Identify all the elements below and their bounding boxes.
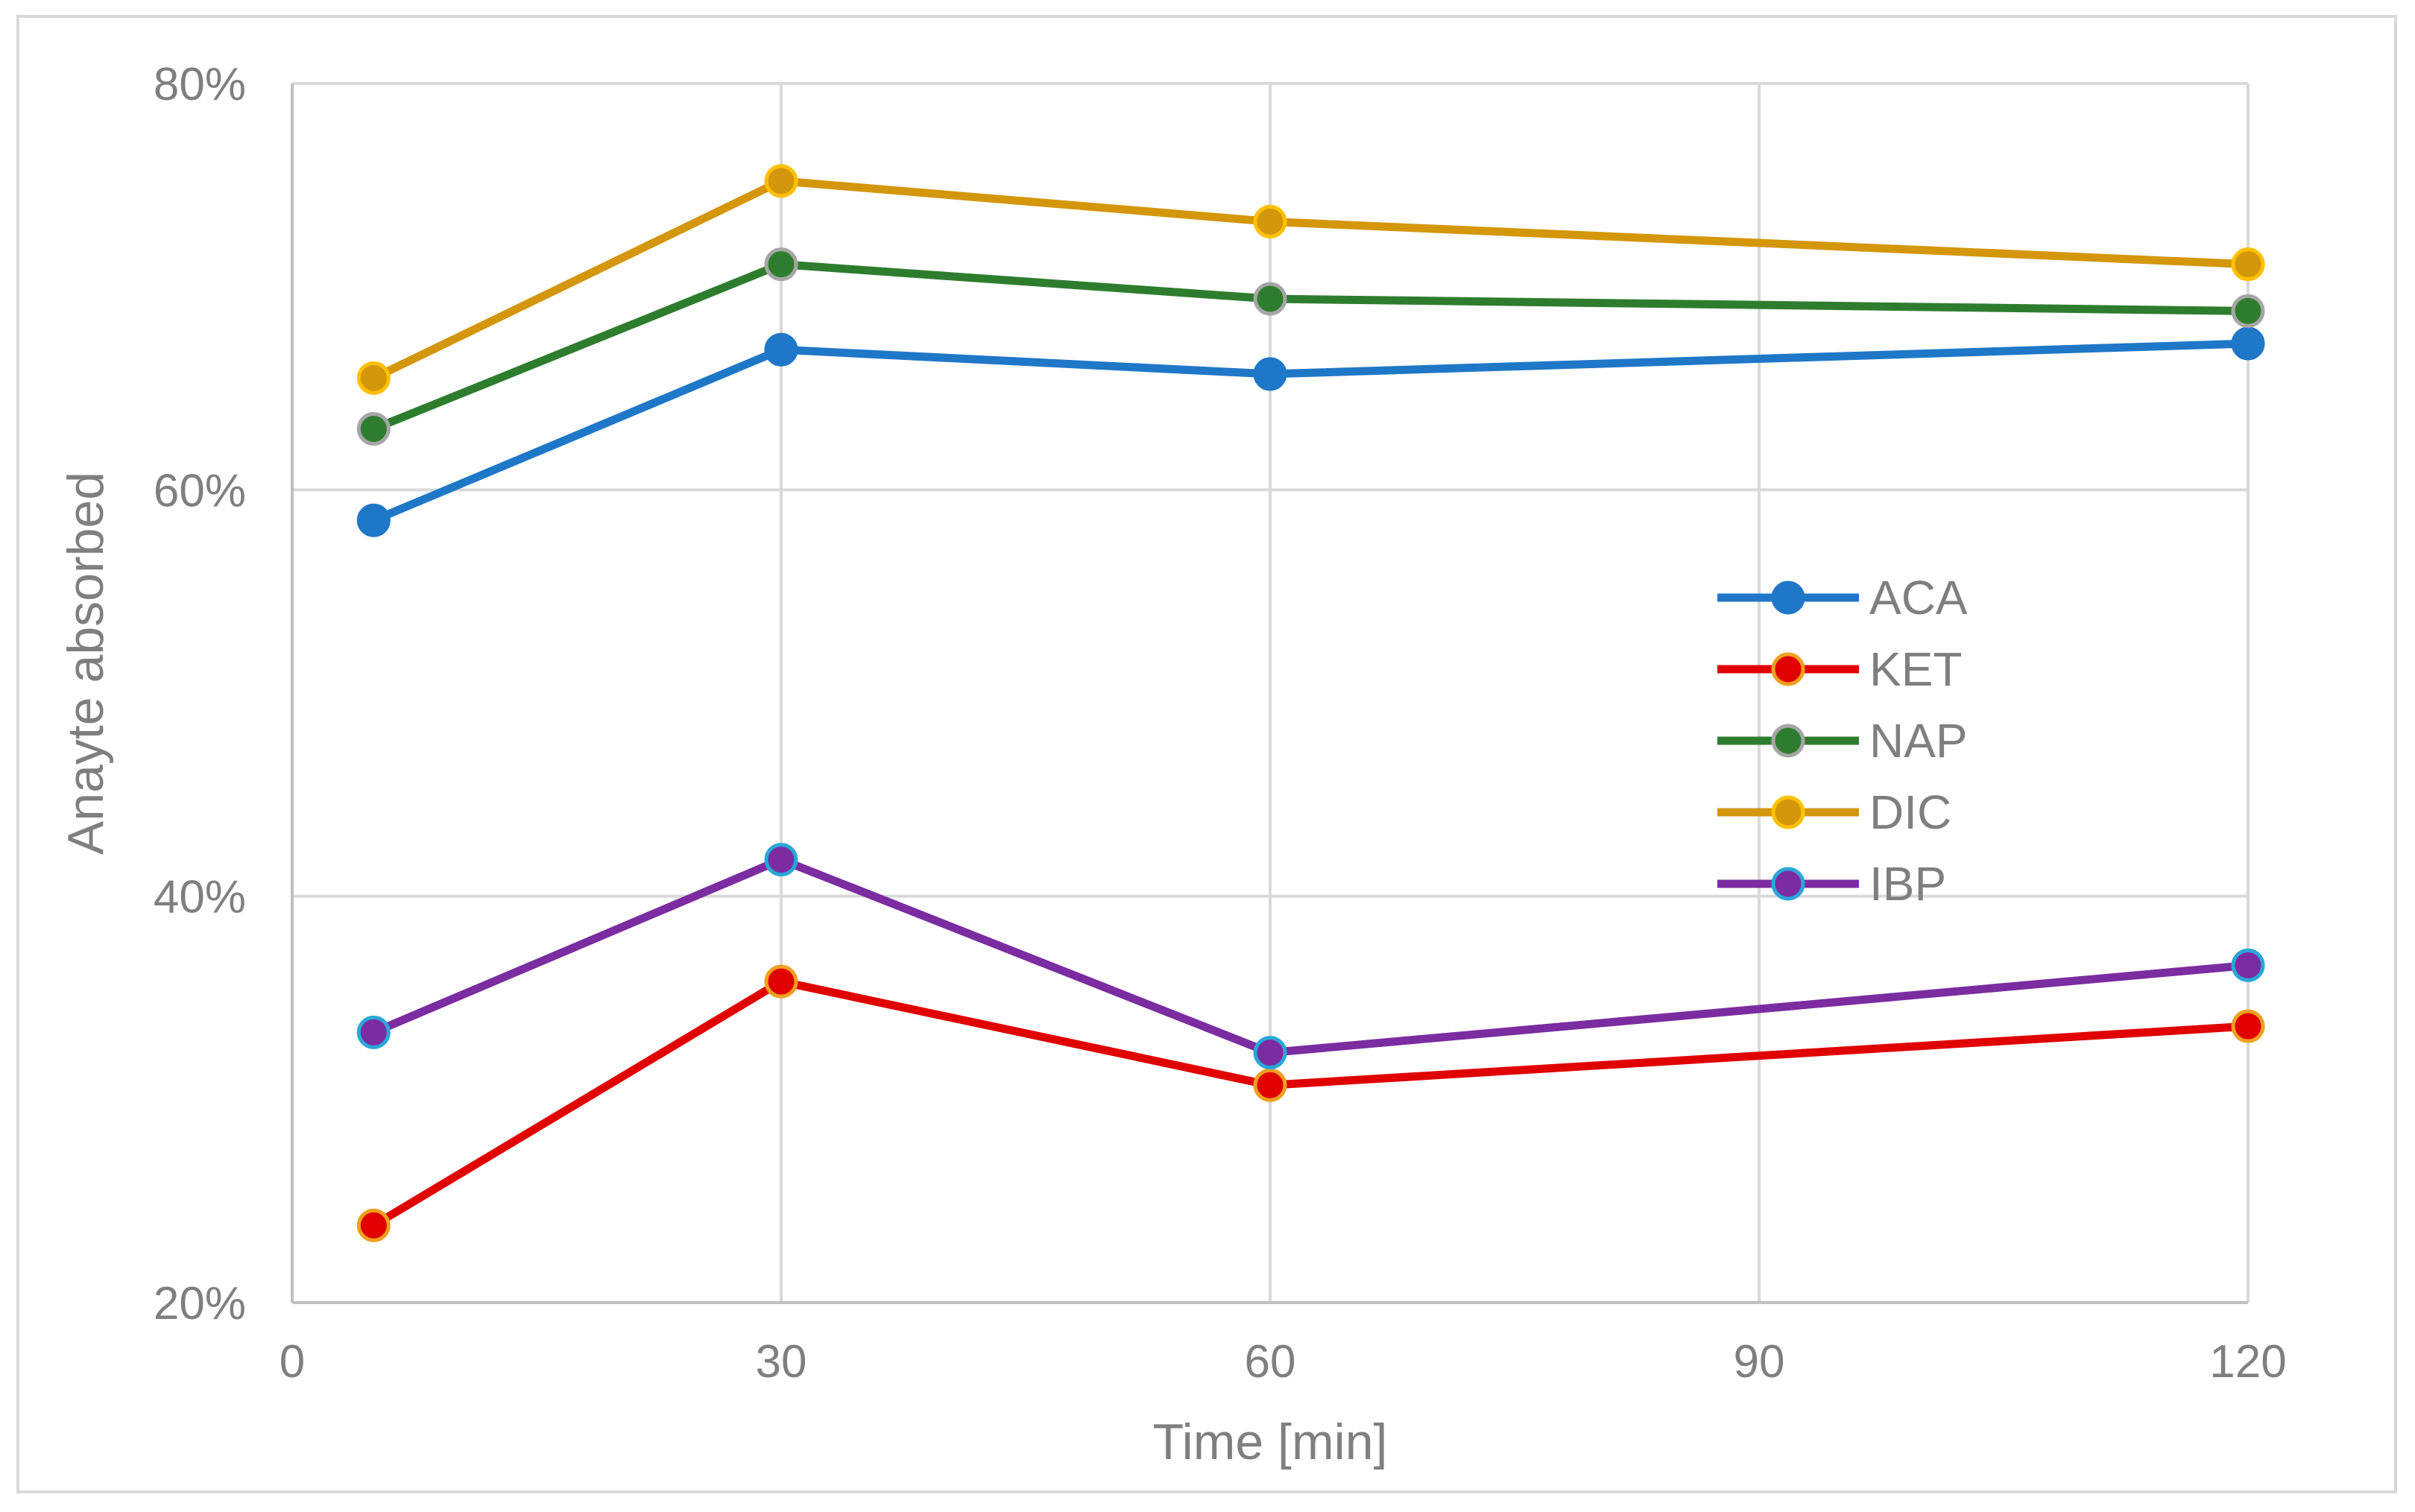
data-point-ket [356, 1208, 391, 1242]
x-axis-title: Time [min] [1153, 1414, 1388, 1470]
data-point-aca [2231, 326, 2265, 361]
legend-entry-ibp: IBP [1717, 857, 1946, 911]
x-tick-label: 30 [756, 1336, 807, 1388]
data-point-aca [1253, 357, 1287, 391]
grid-lines [292, 82, 2250, 1303]
x-tick-label: 60 [1245, 1336, 1296, 1388]
legend: ACA KET NAP DIC IBP [1717, 571, 1968, 911]
data-point-dic [764, 164, 798, 198]
data-point-ket [764, 964, 798, 999]
legend-label: IBP [1869, 857, 1946, 911]
legend-swatch-marker [1771, 795, 1805, 829]
legend-swatch-marker [1771, 724, 1805, 758]
data-point-nap [2231, 294, 2265, 328]
legend-label: ACA [1869, 571, 1968, 624]
data-point-ibp [764, 843, 798, 877]
series-aca [356, 326, 2265, 537]
chart-frame: 20% 40% 60% 80% 0 30 60 90 120 Time [min] Anayte… [16, 15, 2397, 1493]
legend-entry-aca: ACA [1717, 571, 1968, 624]
series-ket [356, 964, 2265, 1242]
y-tick-label: 80% [154, 59, 246, 110]
series-line-aca [372, 339, 2249, 525]
x-tick-label: 120 [2209, 1336, 2286, 1388]
legend-label: KET [1869, 642, 1962, 696]
line-chart: 20% 40% 60% 80% 0 30 60 90 120 Time [min] Anayte… [57, 59, 2287, 1470]
legend-label: DIC [1869, 785, 1951, 839]
data-point-nap [1253, 282, 1287, 316]
series-ibp [356, 843, 2265, 1070]
legend-label: NAP [1869, 714, 1968, 768]
data-point-ibp [2231, 948, 2265, 982]
tick-labels: 20% 40% 60% 80% 0 30 60 90 120 [154, 59, 2287, 1388]
x-tick-label: 90 [1734, 1336, 1785, 1388]
data-point-ket [2231, 1009, 2265, 1043]
data-point-dic [356, 361, 391, 395]
data-point-ket [1253, 1068, 1287, 1102]
data-point-ibp [356, 1015, 391, 1049]
data-point-dic [1253, 204, 1287, 238]
legend-entry-dic: DIC [1717, 785, 1951, 839]
y-tick-label: 40% [154, 872, 246, 923]
data-point-aca [356, 503, 391, 537]
data-point-nap [764, 247, 798, 282]
legend-entry-nap: NAP [1717, 714, 1968, 768]
legend-entry-ket: KET [1717, 642, 1962, 696]
legend-swatch-marker [1771, 652, 1805, 686]
legend-swatch-marker [1771, 581, 1805, 615]
y-tick-label: 60% [154, 465, 246, 516]
series-dic [356, 164, 2265, 395]
data-point-ibp [1253, 1036, 1287, 1070]
data-point-dic [2231, 247, 2265, 282]
y-tick-label: 20% [154, 1278, 246, 1329]
data-point-aca [764, 332, 798, 367]
y-axis-title: Anayte absorbed [57, 472, 114, 855]
series-line-ket [371, 977, 2249, 1230]
data-point-nap [356, 412, 391, 446]
series-line-dic [371, 177, 2249, 382]
x-tick-label: 0 [280, 1336, 305, 1388]
legend-swatch-marker [1771, 867, 1805, 901]
series-line-nap [372, 260, 2249, 433]
axes [291, 83, 2248, 1304]
series-lines [356, 164, 2265, 1242]
series-nap [356, 247, 2265, 446]
series-line-ibp [372, 855, 2249, 1057]
